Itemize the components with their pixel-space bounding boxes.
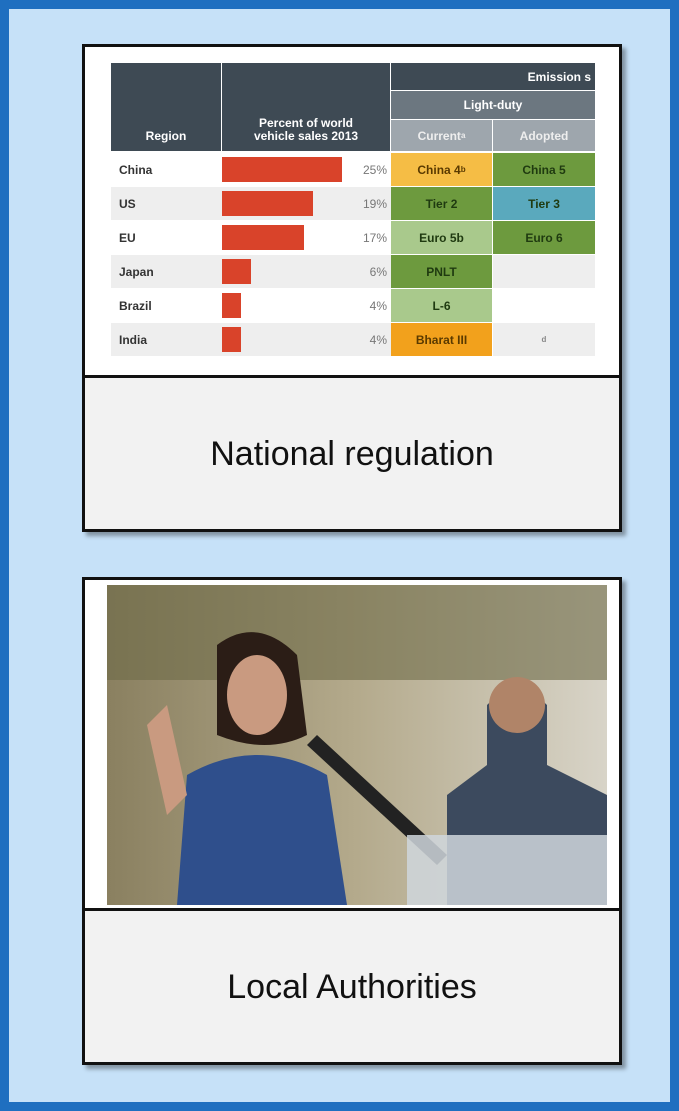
region-cell: Japan: [119, 264, 154, 279]
value-label: 4%: [369, 298, 387, 313]
header-cell: Adopted: [493, 120, 595, 151]
row-bg: [111, 323, 391, 356]
standard-cell: d: [493, 323, 595, 356]
row-bg: [111, 289, 391, 322]
emission-table: Region Percent of world vehicle sales 201…: [107, 60, 595, 358]
region-cell: US: [119, 196, 136, 211]
bar: [222, 293, 242, 318]
card: Local Authorities: [82, 577, 622, 1065]
value-label: 19%: [362, 196, 387, 211]
header-cell: Percent of world vehicle sales 2013: [222, 63, 390, 151]
bar: [222, 225, 304, 250]
value-label: 17%: [362, 230, 387, 245]
value-label: 6%: [369, 264, 387, 279]
bar: [222, 327, 242, 352]
standard-cell: Bharat III: [391, 323, 492, 356]
region-cell: EU: [119, 230, 136, 245]
bar: [222, 191, 314, 216]
bar: [222, 259, 251, 284]
caption: Local Authorities: [85, 908, 619, 1062]
header-cell: Emission s: [391, 63, 595, 90]
header-cell: Light-duty: [391, 91, 595, 119]
empty-cell: [493, 255, 595, 288]
empty-cell: [493, 289, 595, 322]
standard-cell: China 5: [493, 153, 595, 186]
region-cell: China: [119, 162, 153, 177]
superscript: a: [460, 131, 466, 140]
standard-cell: PNLT: [391, 255, 492, 288]
header-cell: Current a: [391, 120, 492, 151]
superscript: b: [460, 165, 466, 174]
caption: National regulation: [85, 375, 619, 529]
bar: [222, 157, 342, 182]
standard-cell: Tier 2: [391, 187, 492, 220]
photo: [107, 585, 607, 905]
row-bg: [111, 255, 391, 288]
standard-cell: Euro 5b: [391, 221, 492, 254]
header-cell: Region: [111, 63, 221, 151]
value-label: 4%: [369, 332, 387, 347]
card: Region Percent of world vehicle sales 201…: [82, 44, 622, 532]
region-cell: Brazil: [119, 298, 152, 313]
standard-cell: Euro 6: [493, 221, 595, 254]
region-cell: India: [119, 332, 148, 347]
value-label: 25%: [362, 162, 387, 177]
photo-drawing: [107, 585, 607, 905]
standard-cell: L-6: [391, 289, 492, 322]
standard-cell: Tier 3: [493, 187, 595, 220]
